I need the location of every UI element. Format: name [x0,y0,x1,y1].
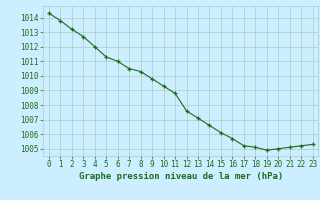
X-axis label: Graphe pression niveau de la mer (hPa): Graphe pression niveau de la mer (hPa) [79,172,283,181]
